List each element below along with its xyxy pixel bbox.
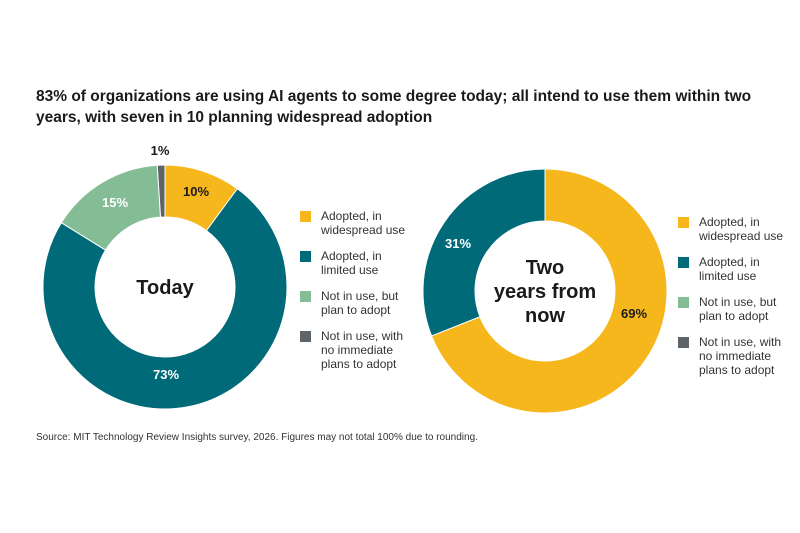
legend-label: Not in use, but plan to adopt — [699, 295, 777, 323]
legend-swatch — [300, 251, 311, 262]
legend-two-years: Adopted, in widespread use Adopted, in limi… — [678, 215, 798, 385]
center-label: Two — [526, 257, 565, 279]
legend-label: Adopted, in limited use — [699, 255, 760, 283]
legend-swatch — [678, 257, 689, 268]
legend-label: Adopted, in limited use — [321, 249, 382, 277]
legend-swatch — [678, 217, 689, 228]
legend-swatch — [300, 291, 311, 302]
legend-label: Adopted, in widespread use — [699, 215, 784, 243]
legend-label: Adopted, in widespread use — [321, 209, 406, 237]
legend-swatch — [300, 211, 311, 222]
slice-widespread — [430, 168, 668, 414]
slice-label-widespread: 69% — [621, 306, 647, 321]
center-label: Today — [136, 277, 194, 299]
donut-today: 10% 73% 15% 1% Today — [42, 143, 288, 410]
center-label: years from — [494, 281, 596, 303]
legend-today: Adopted, in widespread use Adopted, in limi… — [300, 209, 430, 379]
slice-no_plans — [156, 164, 166, 218]
slice-label-limited: 73% — [153, 367, 179, 382]
source-note: Source: MIT Technology Review Insights s… — [36, 432, 478, 443]
slice-limited — [422, 168, 546, 337]
chart-title: 83% of organizations are using AI agents… — [36, 88, 752, 126]
slice-label-limited: 31% — [445, 236, 471, 251]
center-label: now — [525, 305, 565, 327]
slice-label-no_plans: 1% — [151, 143, 170, 158]
slice-limited — [42, 188, 288, 410]
legend-swatch — [300, 331, 311, 342]
legend-swatch — [678, 337, 689, 348]
slice-label-widespread: 10% — [183, 184, 209, 199]
legend-label: Not in use, but plan to adopt — [321, 289, 399, 317]
legend-swatch — [678, 297, 689, 308]
slice-label-plan: 15% — [102, 195, 128, 210]
legend-label: Not in use, with no immediate plans to ado… — [699, 335, 782, 377]
legend-label: Not in use, with no immediate plans to ado… — [321, 329, 404, 371]
